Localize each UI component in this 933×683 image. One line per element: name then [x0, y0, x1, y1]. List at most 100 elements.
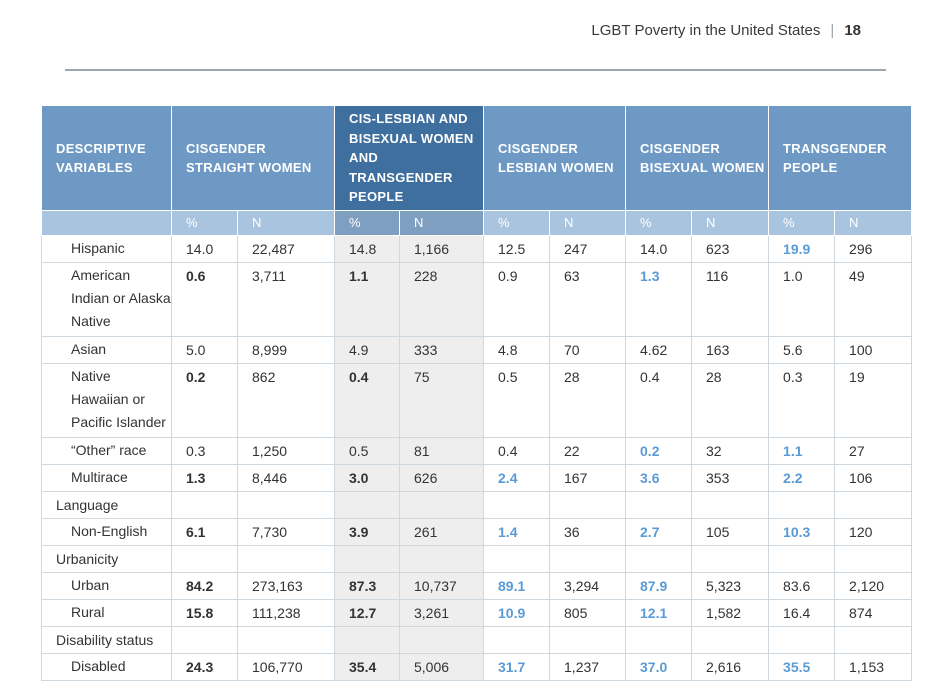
subheader-percent: % [334, 210, 400, 236]
table-cell-empty [483, 491, 551, 519]
percent-cell: 12.5 [483, 235, 551, 263]
count-cell: 27 [834, 437, 913, 465]
percent-cell: 0.9 [483, 262, 551, 337]
percent-cell: 15.8 [171, 599, 238, 627]
count-cell: 5,006 [398, 653, 485, 681]
table-cell-empty [237, 491, 335, 519]
percent-cell: 31.7 [483, 653, 551, 681]
percent-cell: 1.4 [483, 518, 551, 546]
col-header-descriptive-variables: DESCRIPTIVE VARIABLES [41, 105, 172, 211]
percent-cell: 24.3 [171, 653, 238, 681]
count-cell: 7,730 [237, 518, 335, 546]
subheader-percent: % [625, 210, 693, 236]
percent-cell: 2.4 [483, 464, 551, 492]
percent-cell: 0.4 [483, 437, 551, 465]
table-row: Urban 84.2 273,163 87.3 10,737 89.1 3,294 87.9 5… [41, 572, 913, 600]
col-header-transgender-people: TRANSGENDER PEOPLE [768, 105, 913, 211]
percent-cell: 1.0 [768, 262, 836, 337]
subheader-n: N [834, 210, 913, 236]
percent-cell: 6.1 [171, 518, 238, 546]
demographics-table-container: DESCRIPTIVE VARIABLES CISGENDER STRAIGHT… [41, 105, 913, 681]
percent-cell: 12.1 [625, 599, 693, 627]
count-cell: 120 [834, 518, 913, 546]
table-cell-empty [398, 491, 485, 519]
subheader-percent: % [483, 210, 551, 236]
percent-cell: 1.3 [625, 262, 693, 337]
percent-cell: 87.9 [625, 572, 693, 600]
table-cell-empty [768, 491, 836, 519]
percent-cell: 12.7 [334, 599, 400, 627]
percent-cell: 5.0 [171, 336, 238, 364]
count-cell: 2,616 [691, 653, 770, 681]
percent-cell: 0.4 [334, 363, 400, 438]
table-body: Hispanic 14.0 22,487 14.8 1,166 12.5 247 14.0 62… [41, 235, 913, 681]
percent-cell: 0.5 [483, 363, 551, 438]
count-cell: 1,153 [834, 653, 913, 681]
col-header-cis-lesbian-bisexual-transgender: CIS-LESBIAN AND BISEXUAL WOMEN AND TRANS… [333, 105, 485, 211]
count-cell: 1,237 [549, 653, 627, 681]
percent-cell: 3.9 [334, 518, 400, 546]
table-cell-empty [834, 626, 913, 654]
count-cell: 106 [834, 464, 913, 492]
table-cell-empty [237, 545, 335, 573]
row-label: Native Hawaiian or Pacific Islander [41, 363, 172, 438]
percent-cell: 83.6 [768, 572, 836, 600]
category-row: Disability status [41, 626, 913, 654]
count-cell: 228 [398, 262, 485, 337]
table-cell-empty [768, 626, 836, 654]
table-cell-empty [691, 626, 770, 654]
table-subheader-row: % N % N % N % N % N [41, 210, 913, 236]
category-row: Language [41, 491, 913, 519]
header-separator: | [830, 22, 835, 39]
demographics-table: DESCRIPTIVE VARIABLES CISGENDER STRAIGHT… [41, 105, 913, 681]
count-cell: 3,711 [237, 262, 335, 337]
table-cell-empty [171, 491, 238, 519]
percent-cell: 16.4 [768, 599, 836, 627]
count-cell: 3,261 [398, 599, 485, 627]
row-label: Multirace [41, 464, 172, 492]
table-cell-empty [691, 545, 770, 573]
percent-cell: 14.0 [171, 235, 238, 263]
table-cell-empty [171, 545, 238, 573]
table-cell-empty [834, 491, 913, 519]
percent-cell: 0.6 [171, 262, 238, 337]
subheader-blank [41, 210, 172, 236]
subheader-n: N [237, 210, 335, 236]
count-cell: 32 [691, 437, 770, 465]
page-number: 18 [844, 22, 861, 39]
percent-cell: 35.5 [768, 653, 836, 681]
table-cell-empty [398, 545, 485, 573]
count-cell: 70 [549, 336, 627, 364]
table-group-header-row: DESCRIPTIVE VARIABLES CISGENDER STRAIGHT… [41, 105, 913, 211]
count-cell: 261 [398, 518, 485, 546]
table-cell-empty [334, 545, 400, 573]
percent-cell: 84.2 [171, 572, 238, 600]
count-cell: 100 [834, 336, 913, 364]
count-cell: 75 [398, 363, 485, 438]
count-cell: 116 [691, 262, 770, 337]
count-cell: 8,446 [237, 464, 335, 492]
count-cell: 22,487 [237, 235, 335, 263]
row-label: American Indian or Alaska Native [41, 262, 172, 337]
percent-cell: 14.0 [625, 235, 693, 263]
col-header-cisgender-straight-women: CISGENDER STRAIGHT WOMEN [171, 105, 335, 211]
count-cell: 28 [691, 363, 770, 438]
count-cell: 8,999 [237, 336, 335, 364]
percent-cell: 37.0 [625, 653, 693, 681]
percent-cell: 2.2 [768, 464, 836, 492]
row-label: Asian [41, 336, 172, 364]
row-label: Urban [41, 572, 172, 600]
percent-cell: 3.0 [334, 464, 400, 492]
count-cell: 626 [398, 464, 485, 492]
col-header-cisgender-lesbian-women: CISGENDER LESBIAN WOMEN [483, 105, 627, 211]
percent-cell: 19.9 [768, 235, 836, 263]
table-cell-empty [625, 545, 693, 573]
table-row: Non-English 6.1 7,730 3.9 261 1.4 36 2.7 105 10.3… [41, 518, 913, 546]
row-label: “Other” race [41, 437, 172, 465]
table-row: Disabled 24.3 106,770 35.4 5,006 31.7 1,237 37.… [41, 653, 913, 681]
row-label: Hispanic [41, 235, 172, 263]
row-label: Non-English [41, 518, 172, 546]
percent-cell: 5.6 [768, 336, 836, 364]
percent-cell: 89.1 [483, 572, 551, 600]
table-cell-empty [691, 491, 770, 519]
